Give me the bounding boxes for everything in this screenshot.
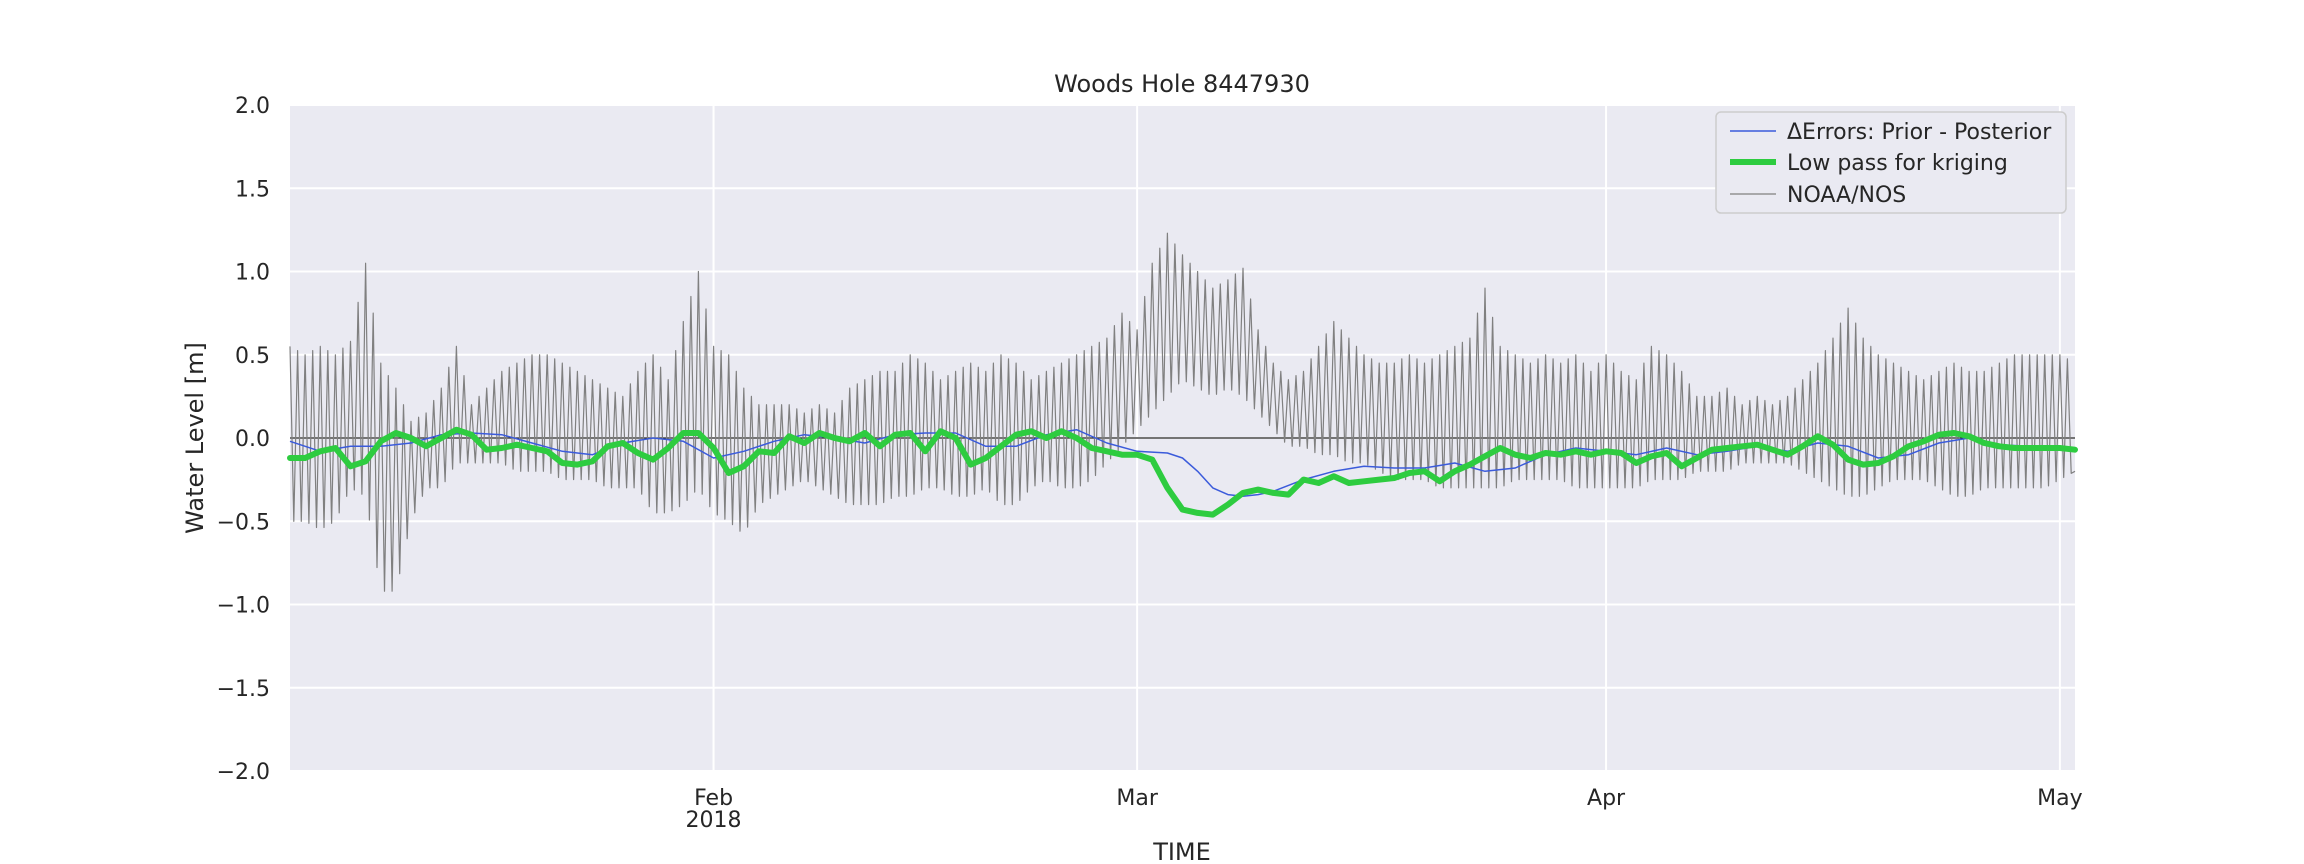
y-tick-label: 2.0 (235, 94, 270, 119)
y-tick-label: 0.5 (235, 344, 270, 369)
legend-box (1715, 111, 2067, 214)
series-line-low-pass (287, 426, 2078, 518)
y-tick-label: −1.0 (217, 594, 270, 619)
y-tick-label: 0.0 (235, 427, 270, 452)
x-tick-label: Mar (1116, 786, 1158, 811)
series-line-noaa-nos (289, 232, 2076, 592)
x-tick-label: Apr (1587, 786, 1626, 811)
chart-title: Woods Hole 8447930 (1054, 70, 1310, 98)
y-tick-label: −0.5 (217, 510, 270, 535)
y-tick-label: −2.0 (217, 760, 270, 785)
legend-label-lowpass: Low pass for kriging (1787, 151, 2008, 176)
x-tick-label: Feb (694, 786, 733, 811)
y-tick-label: 1.5 (235, 177, 270, 202)
legend-label-delta: ΔErrors: Prior - Posterior (1787, 120, 2052, 145)
x-axis-title: TIME (1152, 838, 1211, 864)
series-layer (287, 232, 2078, 592)
y-tick-label: 1.0 (235, 261, 270, 286)
x-tick-sublabel: 2018 (686, 808, 742, 833)
legend: ΔErrors: Prior - Posterior Low pass for … (1715, 111, 2067, 214)
y-axis: 2.0 1.5 1.0 0.5 0.0 −0.5 −1.0 −1.5 −2.0 (217, 94, 270, 785)
y-axis-title: Water Level [m] (181, 342, 209, 534)
legend-label-noaa: NOAA/NOS (1787, 183, 1906, 208)
x-tick-label: May (2037, 786, 2082, 811)
y-tick-label: −1.5 (217, 677, 270, 702)
